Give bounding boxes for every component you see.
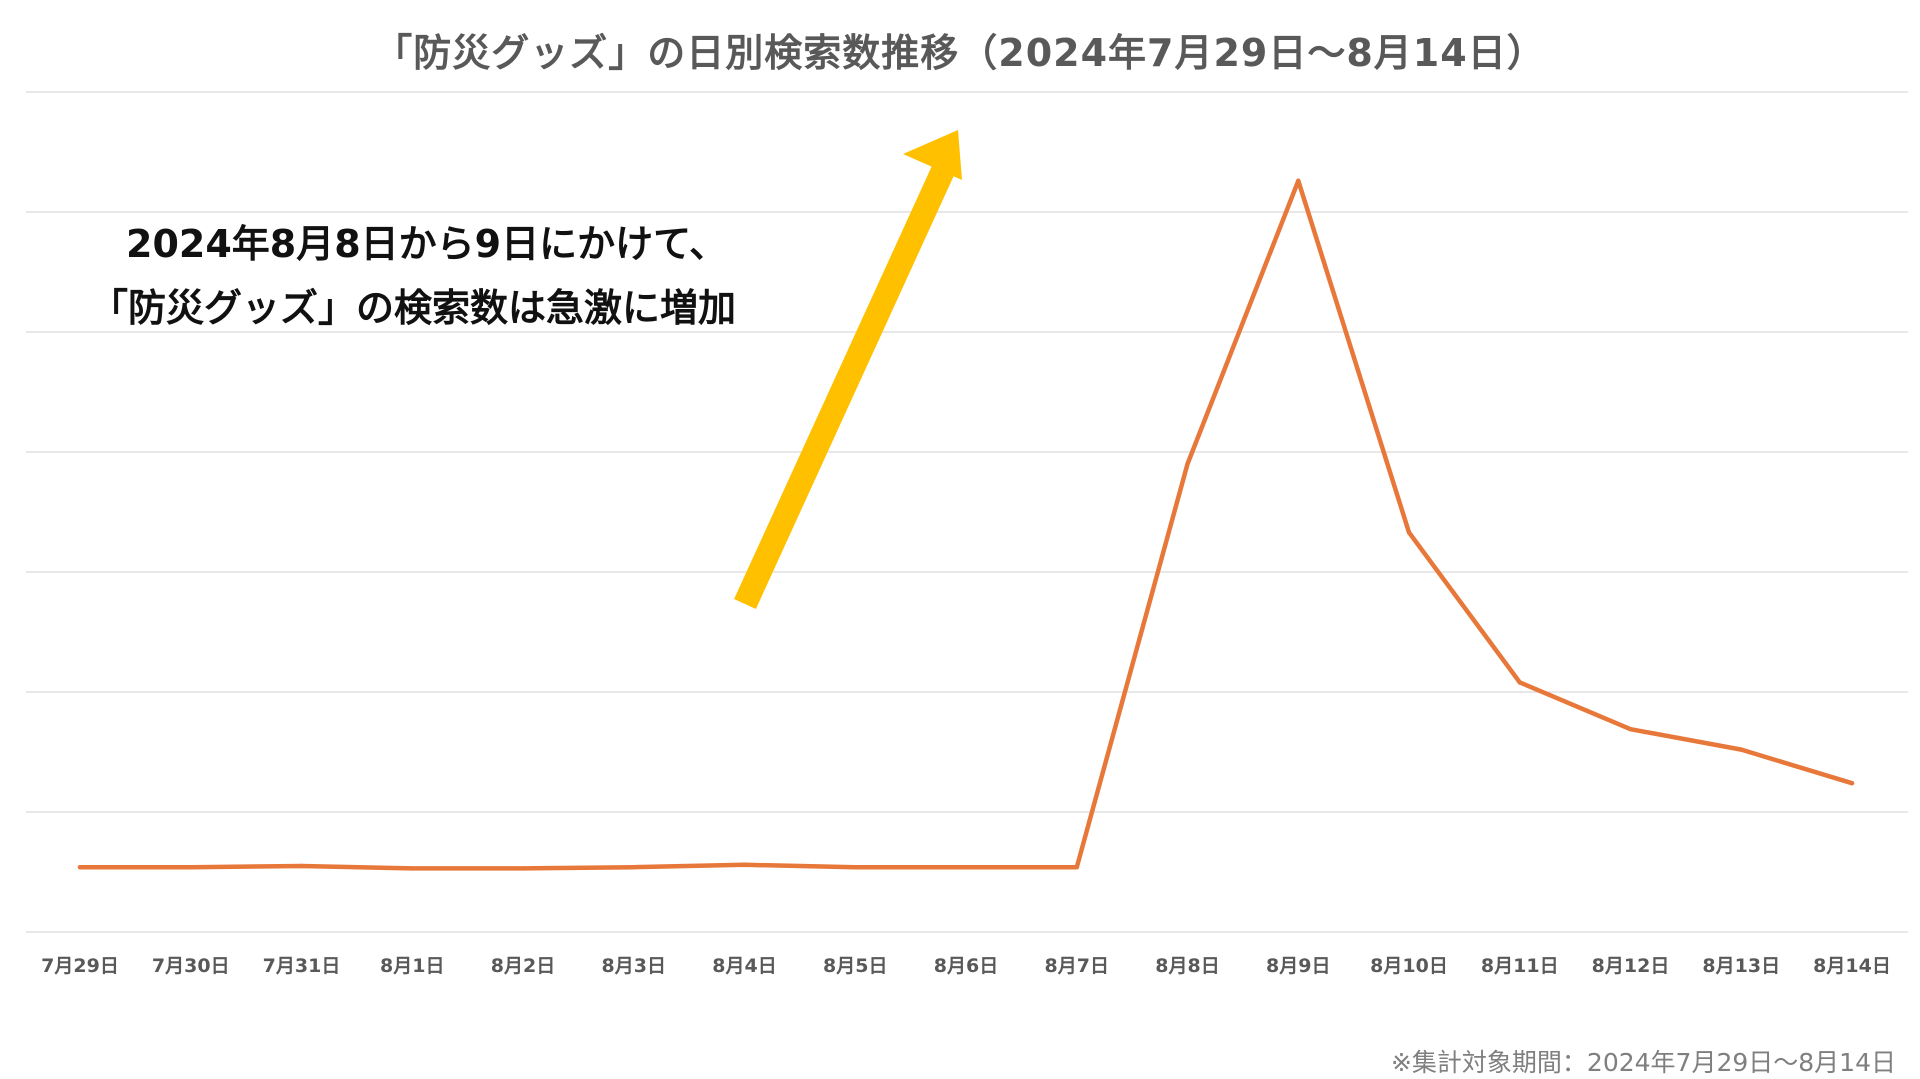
- x-tick-label: 8月3日: [602, 955, 666, 977]
- data-point: [963, 865, 969, 870]
- data-point: [742, 862, 747, 867]
- x-tick-label: 8月7日: [1045, 955, 1109, 977]
- data-point: [520, 866, 526, 871]
- x-tick-label: 7月31日: [263, 955, 341, 977]
- data-point: [1517, 680, 1522, 685]
- footnote: ※集計対象期間：2024年7月29日〜8月14日: [1390, 1048, 1896, 1077]
- data-point: [853, 865, 858, 870]
- trend-arrow-shaft: [734, 159, 957, 609]
- trend-arrow: [734, 130, 962, 609]
- x-tick-label: 8月10日: [1370, 955, 1448, 977]
- x-axis: 7月29日 7月30日 7月31日 8月1日 8月2日 8月3日 8月4日 8月5日 8月6日 8…: [41, 955, 1891, 977]
- x-tick-label: 7月29日: [41, 955, 119, 977]
- data-point: [299, 863, 304, 869]
- series-line-group: [77, 178, 1855, 871]
- annotation-line-2: 「防災グッズ」の検索数は急激に増加: [90, 286, 737, 330]
- data-point: [1185, 461, 1190, 467]
- annotation-callout: 2024年8月8日から9日にかけて、 「防災グッズ」の検索数は急激に増加: [90, 212, 810, 340]
- x-tick-label: 8月5日: [823, 955, 887, 977]
- data-point: [188, 865, 193, 870]
- x-tick-label: 8月6日: [934, 955, 998, 977]
- x-tick-label: 8月9日: [1266, 955, 1330, 977]
- data-point: [1296, 178, 1301, 183]
- data-point: [631, 865, 636, 870]
- data-point: [77, 865, 83, 870]
- data-point: [1406, 530, 1412, 535]
- x-tick-label: 8月11日: [1481, 955, 1559, 977]
- trend-arrow-head: [903, 130, 962, 180]
- x-tick-label: 7月30日: [152, 955, 230, 977]
- x-tick-label: 8月2日: [491, 955, 555, 977]
- data-point: [1849, 781, 1855, 786]
- data-point: [410, 866, 415, 871]
- data-point: [1074, 865, 1079, 870]
- data-point: [1739, 747, 1744, 752]
- gridlines: [26, 91, 1908, 933]
- x-tick-label: 8月14日: [1813, 955, 1891, 977]
- x-tick-label: 8月13日: [1702, 955, 1780, 977]
- x-tick-label: 8月4日: [712, 955, 776, 977]
- data-point: [1628, 727, 1633, 732]
- x-tick-label: 8月8日: [1155, 955, 1219, 977]
- annotation-line-1: 2024年8月8日から9日にかけて、: [126, 222, 728, 266]
- x-tick-label: 8月1日: [380, 955, 444, 977]
- x-tick-label: 8月12日: [1592, 955, 1670, 977]
- chart-title: 「防災グッズ」の日別検索数推移（2024年7月29日〜8月14日）: [374, 31, 1546, 75]
